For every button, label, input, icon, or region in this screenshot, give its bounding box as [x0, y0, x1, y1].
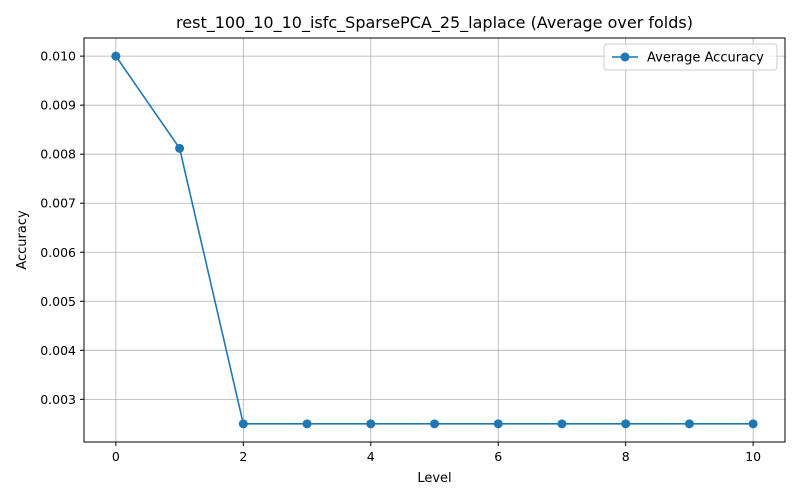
data-point: [302, 419, 312, 429]
data-point: [748, 419, 758, 429]
y-tick-label: 0.007: [40, 196, 76, 211]
series-layer: [111, 51, 758, 429]
data-point: [430, 419, 439, 429]
axis-ticks: 0 2 4 6 8 10 0.003 0.004 0.005 0.006 0.007 0.008 0.0…: [40, 49, 761, 464]
x-tick-label: 4: [367, 449, 375, 464]
chart-title: rest_100_10_10_isfc_SparsePCA_25_laplace…: [176, 13, 693, 33]
y-axis-label: Accuracy: [15, 210, 30, 270]
y-tick-label: 0.008: [40, 147, 76, 162]
x-tick-label: 8: [622, 449, 630, 464]
plot-frame: [83, 37, 786, 443]
legend-entry-average-accuracy: Average Accuracy: [647, 51, 764, 66]
y-tick-label: 0.009: [40, 98, 76, 113]
data-point: [238, 419, 248, 429]
x-tick-label: 6: [494, 449, 502, 464]
y-tick-label: 0.004: [40, 343, 76, 358]
data-point: [175, 143, 185, 153]
x-tick-label: 0: [112, 449, 120, 464]
y-tick-label: 0.010: [40, 49, 76, 64]
data-point: [493, 419, 503, 429]
y-tick-label: 0.003: [40, 392, 76, 407]
legend-box: [603, 43, 778, 71]
legend-marker: [620, 52, 630, 62]
y-tick-label: 0.005: [40, 294, 76, 309]
legend: Average Accuracy: [603, 43, 778, 71]
x-tick-label: 10: [745, 449, 761, 464]
x-axis-label: Level: [417, 471, 451, 486]
data-point: [557, 419, 567, 429]
y-tick-label: 0.006: [40, 245, 76, 260]
data-point: [111, 51, 121, 61]
data-point: [621, 419, 631, 429]
data-point: [366, 419, 376, 429]
x-tick-label: 2: [239, 449, 247, 464]
data-point: [684, 419, 694, 429]
